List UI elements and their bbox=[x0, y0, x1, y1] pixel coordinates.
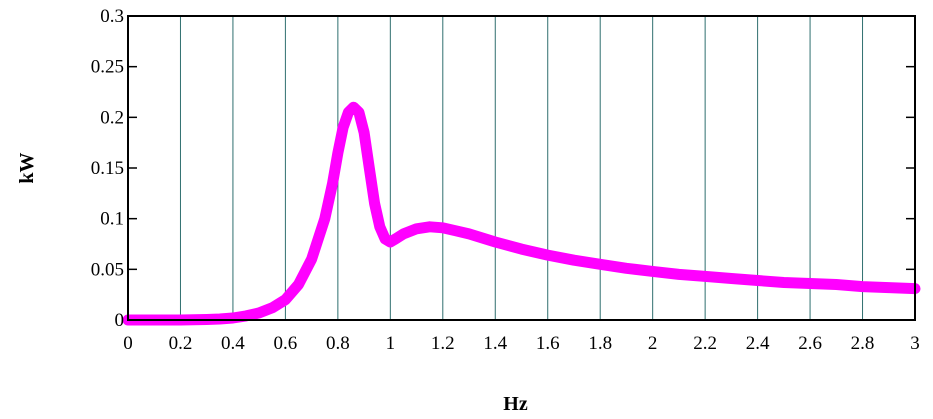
x-tick-label: 0.8 bbox=[326, 333, 350, 354]
x-axis-label: Hz bbox=[503, 393, 528, 415]
x-axis-ticks: 0 0.2 0.4 0.6 0.8 1 1.2 1.4 1.6 1.8 2 2.2 2.4 2.6 2.8 3 bbox=[123, 333, 920, 354]
x-tick-label: 0.6 bbox=[274, 333, 298, 354]
x-tick-label: 2.8 bbox=[851, 333, 875, 354]
y-axis-ticks: 0 0.05 0.1 0.15 0.2 0.25 0.3 bbox=[91, 6, 915, 331]
y-tick-label: 0 bbox=[115, 310, 125, 331]
y-tick-label: 0.05 bbox=[91, 259, 124, 280]
series-line-0 bbox=[122, 101, 921, 326]
y-tick-label: 0.1 bbox=[100, 209, 124, 230]
x-tick-label: 3 bbox=[910, 333, 920, 354]
y-tick-label: 0.3 bbox=[100, 6, 124, 27]
x-tick-label: 0 bbox=[123, 333, 133, 354]
x-tick-label: 0.4 bbox=[221, 333, 245, 354]
x-tick-label: 1.4 bbox=[483, 333, 507, 354]
grid-lines bbox=[179, 16, 864, 320]
x-tick-label: 1.6 bbox=[536, 333, 560, 354]
x-tick-label: 0.2 bbox=[169, 333, 193, 354]
x-tick-label: 2.4 bbox=[746, 333, 770, 354]
x-tick-label: 2.6 bbox=[798, 333, 822, 354]
y-axis-label: kW bbox=[16, 152, 38, 183]
y-tick-label: 0.25 bbox=[91, 57, 124, 78]
x-tick-label: 1 bbox=[386, 333, 396, 354]
series-layer bbox=[122, 101, 921, 326]
x-tick-label: 2 bbox=[648, 333, 658, 354]
y-tick-label: 0.2 bbox=[100, 107, 124, 128]
plot-area-frame bbox=[127, 15, 916, 321]
y-tick-label: 0.15 bbox=[91, 158, 124, 179]
x-tick-label: 2.2 bbox=[693, 333, 717, 354]
x-tick-label: 1.2 bbox=[431, 333, 455, 354]
x-tick-label: 1.8 bbox=[588, 333, 612, 354]
